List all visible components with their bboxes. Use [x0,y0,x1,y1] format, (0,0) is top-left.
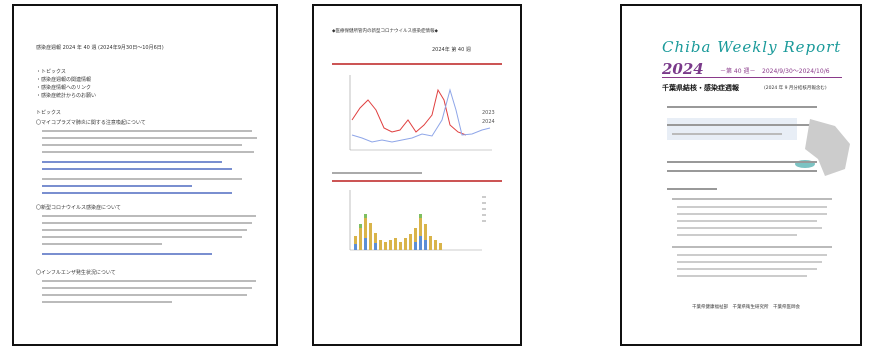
text-line [42,280,256,282]
page-header: 感染症週報 2024 年 40 週 (2024年9月30日～10月6日) [36,45,164,51]
link-line [42,161,222,163]
legend-label: 2024 [482,119,495,125]
caption-line [332,63,502,65]
toc-line [677,268,817,270]
text-line [42,229,247,231]
section-title: トピックス [36,110,61,116]
caption-line [332,180,502,182]
toc-line [667,106,817,108]
page-left: 感染症週報 2024 年 40 週 (2024年9月30日～10月6日) ・トピ… [12,4,278,346]
link-line [42,253,212,255]
report-period: 2024/9/30～2024/10/6 [762,68,830,75]
rule [662,77,842,78]
toc-line [672,246,832,248]
toc-line [677,213,827,215]
report-footer: 千葉県健康福祉部 千葉県衛生研究所 千葉県医師会 [692,305,800,310]
week-label: 2024年 第 40 週 [432,47,471,53]
report-note: (2024 年 9 月分結核月報含む) [764,86,827,91]
text-line [42,137,257,139]
line-chart-image: 2023 2024 [349,75,495,151]
toc-line [667,124,827,126]
link-line [42,168,232,170]
section-title: 〇マイコプラズマ肺炎に関する注意喚起について [36,120,146,126]
toc-line [667,188,717,190]
text-line [42,144,242,146]
text-line [42,130,252,132]
toc-line [667,170,817,172]
page-right: Chiba Weekly Report 2024 －第 40 週－ 2024/9… [620,4,862,346]
toc-line [667,161,817,163]
report-title: Chiba Weekly Report [662,38,842,56]
text-line [42,178,242,180]
text-line [42,301,172,303]
text-line [42,243,162,245]
link-line [42,185,192,187]
toc-line [677,261,822,263]
section-title: 〇新型コロナウイルス感染症について [36,205,121,211]
toc-item: ・感染症統計からのお願い [36,93,97,99]
report-week: －第 40 週－ [720,68,756,75]
page-middle: ◆医療保健所管内の新型コロナウイルス感染症情報◆ 2024年 第 40 週 20… [312,4,522,346]
text-line [42,236,242,238]
link-line [42,192,232,194]
toc-line [677,275,807,277]
toc-item: ・感染症週報の関連情報 [36,77,92,83]
toc-line [677,234,797,236]
highlight-box [667,118,797,140]
report-year: 2024 [662,60,704,78]
map-icon [795,119,850,176]
page-header: ◆医療保健所管内の新型コロナウイルス感染症情報◆ [332,29,438,34]
toc-line [677,206,827,208]
toc-item: ・感染症情報へのリンク [36,85,92,91]
toc-line [677,227,822,229]
text-line [42,215,256,217]
text-line [42,222,252,224]
legend-label: 2023 [482,110,495,116]
text-line [42,151,254,153]
report-subtitle: 千葉県結核・感染症週報 [662,84,739,92]
text-line [42,287,252,289]
section-title: 〇インフルエンザ発生状況について [36,270,116,276]
text-line [42,294,247,296]
caption-line [332,172,422,174]
bar-chart-image [349,190,486,251]
toc-line [672,198,832,200]
toc-line [677,220,817,222]
toc-line [677,254,827,256]
toc-line [672,133,782,135]
toc-item: ・トピックス [36,69,66,75]
